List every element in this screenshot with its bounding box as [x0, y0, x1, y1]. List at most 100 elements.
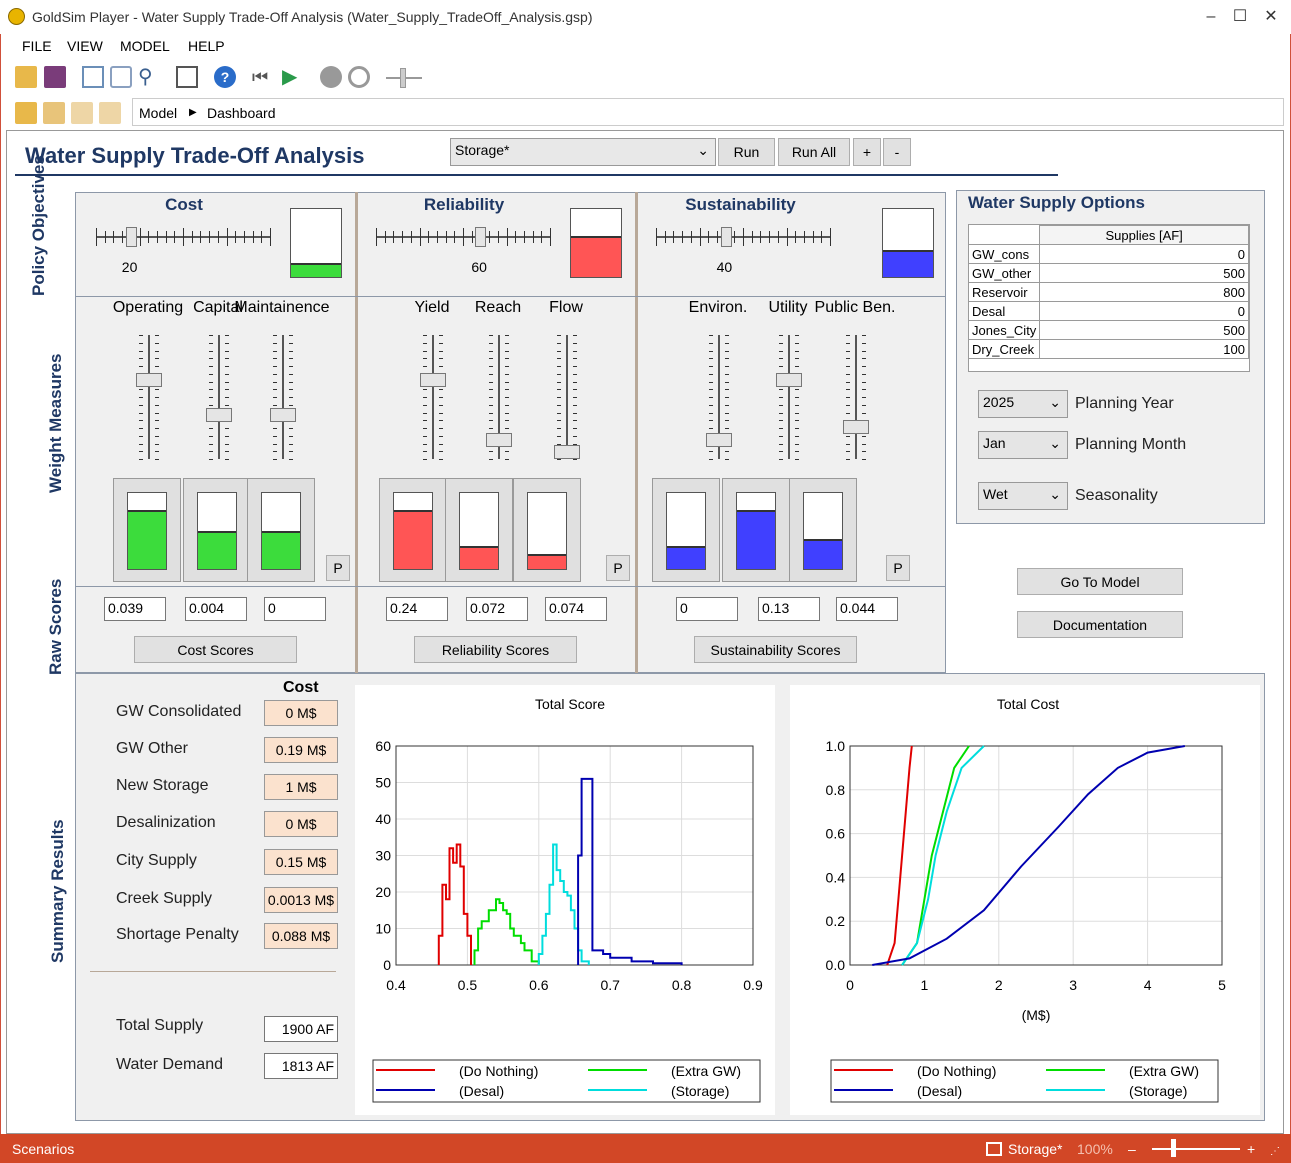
- cost-p-button[interactable]: P: [326, 555, 350, 581]
- seasonality-select[interactable]: Wet ⌄: [978, 482, 1068, 510]
- sustainability-weight-gauge-0: [666, 492, 706, 570]
- sustainability-weight-slider-2[interactable]: [855, 335, 857, 459]
- planning-year-select[interactable]: 2025 ⌄: [978, 390, 1068, 418]
- tree-view-icon[interactable]: [82, 66, 104, 88]
- sustainability-weight-slider-0[interactable]: [718, 335, 720, 459]
- reliability-weight-thumb-0[interactable]: [420, 373, 446, 388]
- plot-frame: [849, 745, 1223, 966]
- menu-help[interactable]: HELP: [188, 38, 225, 54]
- slider-tick: [289, 435, 293, 437]
- slider-tick: [795, 451, 799, 453]
- close-button[interactable]: ✕: [1264, 8, 1278, 25]
- cost-objective-thumb[interactable]: [125, 227, 137, 247]
- sustainability-p-button[interactable]: P: [886, 555, 910, 581]
- slider-tick: [439, 389, 443, 391]
- slider-tick: [273, 342, 277, 344]
- menu-file[interactable]: FILE: [22, 38, 52, 54]
- home-folder-icon[interactable]: [15, 102, 37, 124]
- comment-icon[interactable]: [110, 66, 132, 88]
- menu-model[interactable]: MODEL: [120, 38, 170, 54]
- zoom-slider-thumb[interactable]: [1171, 1139, 1176, 1157]
- documentation-button[interactable]: Documentation: [1017, 611, 1183, 638]
- maximize-button[interactable]: ☐: [1232, 8, 1248, 25]
- reset-icon[interactable]: [348, 66, 370, 88]
- panel-divider-2: [635, 192, 638, 673]
- slider-tick: [505, 366, 509, 367]
- sustainability-weight-slider-1[interactable]: [788, 335, 790, 459]
- slider-tick: [505, 420, 509, 422]
- slider-tick: [725, 350, 729, 352]
- reliability-scores-button[interactable]: Reliability Scores: [414, 636, 577, 663]
- reliability-objective-thumb[interactable]: [475, 227, 487, 247]
- reliability-weight-slider-2[interactable]: [566, 335, 568, 459]
- slider-tick: [673, 231, 675, 243]
- cost-weight-slider-2[interactable]: [282, 335, 284, 459]
- slider-tick: [505, 373, 509, 375]
- open-folder-icon[interactable]: [15, 66, 37, 88]
- zoom-in-button[interactable]: +: [1247, 1141, 1256, 1157]
- dashboard-icon[interactable]: [176, 66, 198, 88]
- cost-weight-thumb-0[interactable]: [136, 373, 162, 388]
- slider-tick: [289, 428, 293, 429]
- supply-name: Reservoir: [967, 282, 1041, 302]
- chevron-down-icon: ⌄: [1049, 394, 1061, 410]
- slider-tick: [497, 231, 499, 243]
- speed-slider-thumb[interactable]: [400, 68, 406, 88]
- rewind-icon[interactable]: ⏮: [252, 67, 269, 87]
- slider-tick: [439, 428, 443, 429]
- sustainability-weight-label-2: Public Ben.: [814, 299, 896, 316]
- breadcrumb-model[interactable]: Model: [139, 105, 178, 121]
- play-icon[interactable]: ▶: [282, 66, 298, 88]
- sustainability-objective-thumb[interactable]: [720, 227, 732, 247]
- slider-tick: [573, 428, 577, 429]
- planning-month-select[interactable]: Jan ⌄: [978, 431, 1068, 459]
- cost-weight-slider-0[interactable]: [148, 335, 150, 459]
- go-to-model-button[interactable]: Go To Model: [1017, 568, 1183, 595]
- cost-weight-thumb-1[interactable]: [206, 408, 232, 422]
- slider-tick: [226, 228, 228, 246]
- slider-tick: [541, 231, 543, 243]
- slider-tick: [743, 228, 744, 246]
- forward-folder-icon[interactable]: [99, 102, 121, 124]
- step-icon[interactable]: [320, 66, 342, 88]
- cost-scores-button[interactable]: Cost Scores: [134, 636, 297, 663]
- save-icon[interactable]: [44, 66, 66, 88]
- slider-tick: [862, 335, 866, 336]
- reliability-objective-value: 60: [471, 259, 487, 275]
- reliability-weight-thumb-1[interactable]: [486, 432, 512, 447]
- minimize-button[interactable]: –: [1206, 8, 1216, 25]
- back-folder-icon[interactable]: [71, 102, 93, 124]
- sustainability-weight-thumb-0[interactable]: [706, 432, 732, 447]
- slider-tick: [155, 420, 159, 422]
- reliability-weight-slider-1[interactable]: [498, 335, 500, 459]
- remove-scenario-button[interactable]: -: [883, 138, 911, 166]
- up-folder-icon[interactable]: [43, 102, 65, 124]
- cost-weight-slider-1[interactable]: [218, 335, 220, 459]
- run-button[interactable]: Run: [718, 138, 775, 166]
- reliability-p-button[interactable]: P: [606, 555, 630, 581]
- slider-tick: [573, 350, 577, 352]
- slider-tick: [795, 420, 799, 422]
- breadcrumb-dashboard[interactable]: Dashboard: [207, 105, 276, 121]
- reliability-weight-thumb-2[interactable]: [554, 445, 580, 460]
- sustainability-scores-button[interactable]: Sustainability Scores: [694, 636, 857, 663]
- reliability-weight-slider-0[interactable]: [432, 335, 434, 459]
- scenarios-tab[interactable]: Scenarios: [12, 1141, 75, 1157]
- chevron-down-icon: ⌄: [1049, 435, 1061, 451]
- add-scenario-button[interactable]: +: [853, 138, 881, 166]
- sustainability-weight-thumb-1[interactable]: [776, 373, 802, 388]
- zoom-out-button[interactable]: –: [1128, 1141, 1136, 1157]
- slider-tick: [402, 231, 404, 243]
- slider-tick: [289, 335, 293, 336]
- slider-tick: [225, 366, 229, 367]
- cost-weight-thumb-2[interactable]: [270, 408, 296, 422]
- zoom-slider[interactable]: [1152, 1148, 1240, 1150]
- sustainability-weight-thumb-2[interactable]: [843, 420, 869, 435]
- menu-view[interactable]: VIEW: [67, 38, 103, 54]
- help-icon[interactable]: ?: [214, 66, 236, 88]
- slider-tick: [261, 231, 263, 243]
- scenario-select[interactable]: Storage* ⌄: [450, 138, 716, 166]
- run-all-button[interactable]: Run All: [778, 138, 850, 166]
- search-icon[interactable]: ⚲: [138, 66, 153, 88]
- slider-tick: [557, 389, 561, 391]
